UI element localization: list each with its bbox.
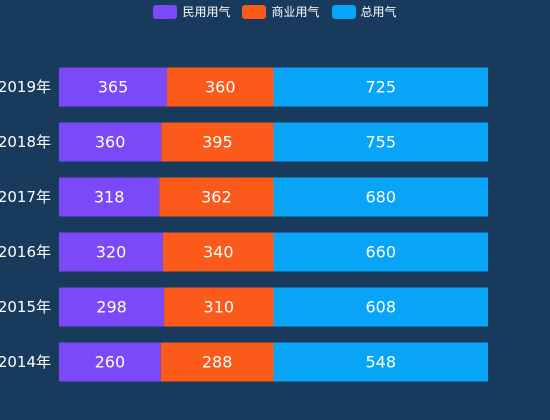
legend-swatch-residential bbox=[153, 4, 178, 19]
data-label-residential: 318 bbox=[94, 188, 125, 207]
bar-segment-commercial[interactable] bbox=[159, 177, 274, 217]
legend-swatch-commercial bbox=[242, 4, 267, 19]
bar-segment-residential[interactable] bbox=[59, 67, 167, 107]
data-label-total: 660 bbox=[365, 243, 396, 262]
category-label: 2015年 bbox=[0, 298, 51, 316]
legend-label-commercial: 商业用气 bbox=[271, 5, 320, 19]
data-label-total: 608 bbox=[365, 298, 396, 317]
legend-swatch-total bbox=[331, 4, 356, 19]
data-label-commercial: 288 bbox=[202, 353, 233, 372]
category-label: 2019年 bbox=[0, 78, 51, 96]
category-label: 2018年 bbox=[0, 133, 51, 151]
data-label-commercial: 360 bbox=[205, 78, 236, 97]
bar-segment-total[interactable] bbox=[273, 122, 489, 162]
bar-segment-total[interactable] bbox=[273, 177, 489, 217]
data-label-total: 548 bbox=[365, 353, 396, 372]
bar-segment-commercial[interactable] bbox=[166, 67, 274, 107]
legend-label-residential: 民用用气 bbox=[182, 5, 231, 19]
legend-item-commercial[interactable]: 商业用气 bbox=[242, 3, 320, 20]
legend-item-residential[interactable]: 民用用气 bbox=[153, 3, 230, 20]
data-label-commercial: 362 bbox=[201, 188, 232, 207]
data-label-residential: 365 bbox=[98, 78, 129, 97]
bar-segment-residential[interactable] bbox=[59, 342, 161, 382]
bar-segment-commercial[interactable] bbox=[163, 232, 274, 272]
data-label-residential: 360 bbox=[95, 133, 126, 152]
category-label: 2016年 bbox=[0, 243, 51, 261]
data-label-total: 680 bbox=[365, 188, 396, 207]
bar-segment-total[interactable] bbox=[273, 287, 489, 327]
data-label-commercial: 340 bbox=[203, 243, 234, 262]
data-label-residential: 320 bbox=[96, 243, 127, 262]
bar-segment-total[interactable] bbox=[273, 342, 489, 382]
data-label-total: 725 bbox=[365, 78, 396, 97]
bar-segment-total[interactable] bbox=[273, 232, 489, 272]
data-label-commercial: 395 bbox=[202, 133, 233, 152]
legend: 民用用气 商业用气 总用气 bbox=[0, 3, 550, 20]
bar-segment-residential[interactable] bbox=[59, 122, 162, 162]
bar-segment-total[interactable] bbox=[273, 67, 489, 107]
bar-segment-residential[interactable] bbox=[59, 287, 165, 327]
data-label-residential: 260 bbox=[95, 353, 126, 372]
data-label-commercial: 310 bbox=[204, 298, 235, 317]
legend-item-total[interactable]: 总用气 bbox=[331, 3, 397, 20]
bar-segment-residential[interactable] bbox=[59, 232, 163, 272]
bar-segment-commercial[interactable] bbox=[161, 122, 274, 162]
bar-segment-commercial[interactable] bbox=[164, 287, 274, 327]
bar-segment-residential[interactable] bbox=[59, 177, 160, 217]
category-label: 2017年 bbox=[0, 188, 51, 206]
data-label-residential: 298 bbox=[96, 298, 127, 317]
legend-label-total: 总用气 bbox=[360, 5, 397, 19]
bar-segment-commercial[interactable] bbox=[160, 342, 274, 382]
category-label: 2014年 bbox=[0, 353, 51, 371]
data-label-total: 755 bbox=[365, 133, 396, 152]
